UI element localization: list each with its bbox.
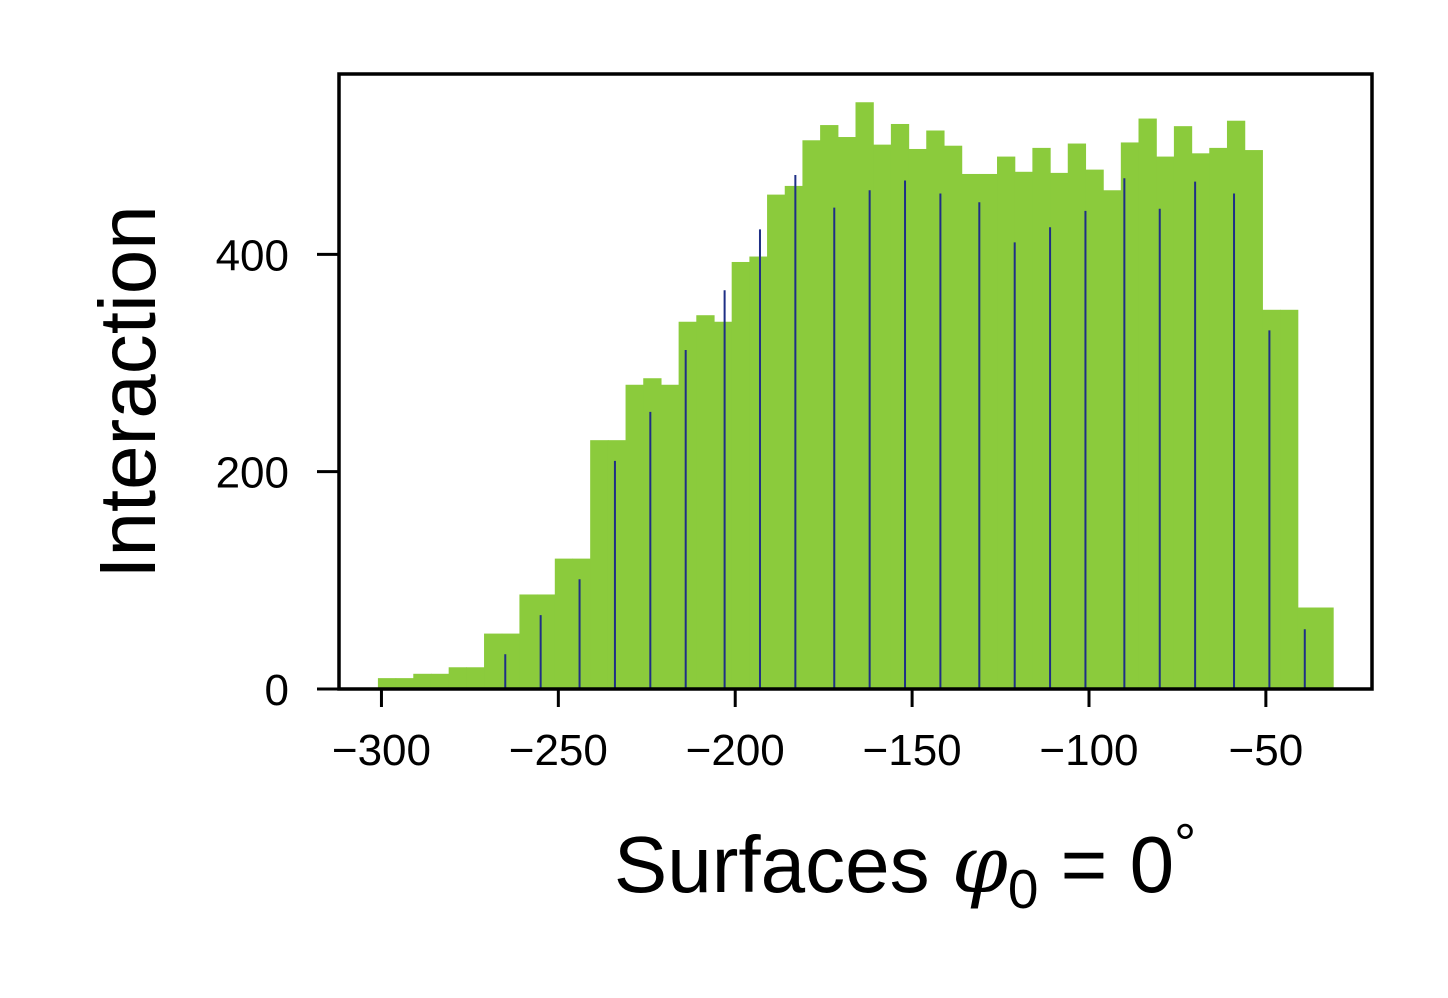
histogram-bar (1120, 142, 1140, 689)
x-tick-label: −150 (863, 726, 962, 775)
histogram-bar (820, 125, 839, 689)
x-axis-label: Surfaces φ0 = 0° (614, 812, 1196, 920)
histogram-bar (1280, 309, 1299, 689)
histogram-bar (855, 102, 874, 689)
histogram-bar (413, 673, 432, 689)
histogram-bar (1262, 309, 1281, 689)
histogram-bar (979, 173, 998, 689)
x-tick-label: −300 (332, 726, 431, 775)
histogram-bar (519, 594, 538, 689)
histogram-bar (1067, 143, 1087, 690)
histogram-bar (537, 594, 556, 689)
histogram-bar (1050, 172, 1069, 689)
y-axis-ticks: 0 200 400 (216, 231, 339, 715)
histogram-bar (1014, 171, 1033, 690)
histogram-bar (1156, 156, 1175, 689)
histogram-bar (1191, 153, 1210, 689)
histogram-bar (1032, 147, 1051, 689)
stem-lines (504, 175, 1306, 689)
y-tick-label: 0 (265, 666, 289, 715)
histogram-bar (395, 678, 414, 689)
histogram-bar (625, 384, 644, 689)
x-tick-label: −100 (1039, 726, 1138, 775)
histogram-bar (1173, 126, 1193, 689)
y-axis-label: Interaction (83, 205, 172, 579)
histogram-bar (1138, 118, 1157, 690)
histogram-bar (607, 440, 627, 689)
histogram-bar (784, 185, 804, 690)
histogram-bar (731, 261, 750, 689)
histogram-bar (377, 678, 397, 689)
x-tick-label: −200 (686, 726, 785, 775)
histogram-bar (1209, 147, 1228, 689)
y-tick-label: 200 (216, 449, 289, 498)
histogram-bar (873, 144, 892, 689)
histogram-bar (837, 137, 857, 689)
histogram-bar (1085, 169, 1104, 689)
x-tick-label: −250 (509, 726, 608, 775)
histogram-bar (1103, 190, 1122, 689)
y-tick-label: 400 (216, 231, 289, 280)
histogram-bar (908, 148, 927, 690)
x-axis-label-text: Surfaces (614, 820, 930, 909)
histogram-bar (660, 384, 680, 689)
histogram-bar (572, 558, 591, 689)
histogram-bar (1297, 607, 1316, 689)
histogram-bar (643, 378, 662, 689)
x-axis-label-degree: ° (1174, 812, 1196, 874)
histogram-bar (484, 633, 503, 689)
histogram-bar (802, 140, 821, 689)
x-tick-label: −50 (1229, 726, 1304, 775)
histogram-bar (1315, 607, 1334, 689)
histogram-bar (448, 667, 467, 689)
histogram-bar (890, 123, 910, 690)
x-axis-label-equals: = (1061, 820, 1108, 909)
histogram-bar (749, 256, 768, 689)
x-axis-label-value: 0 (1130, 820, 1175, 909)
histogram-bar (590, 440, 609, 689)
histogram-bar (961, 173, 980, 689)
histogram-bar (713, 321, 733, 689)
histogram-bar (501, 633, 521, 689)
histogram-bar (943, 145, 963, 689)
x-axis-label-subscript: 0 (1008, 858, 1039, 920)
histogram-bar (466, 667, 485, 689)
histogram-bar (430, 673, 450, 689)
x-axis-label-symbol: φ (952, 818, 1008, 911)
histogram-bar (1244, 150, 1263, 689)
histogram-bar (926, 130, 945, 689)
histogram-bar (554, 558, 574, 689)
plot-frame (337, 72, 1374, 691)
histogram-bar (678, 321, 697, 689)
histogram-bar (767, 194, 786, 690)
histogram-bar (1226, 120, 1246, 690)
x-axis-ticks: −300 −250 −200 −150 −100 −50 (332, 689, 1303, 775)
histogram-bar (696, 315, 715, 689)
histogram-bar (997, 156, 1016, 689)
